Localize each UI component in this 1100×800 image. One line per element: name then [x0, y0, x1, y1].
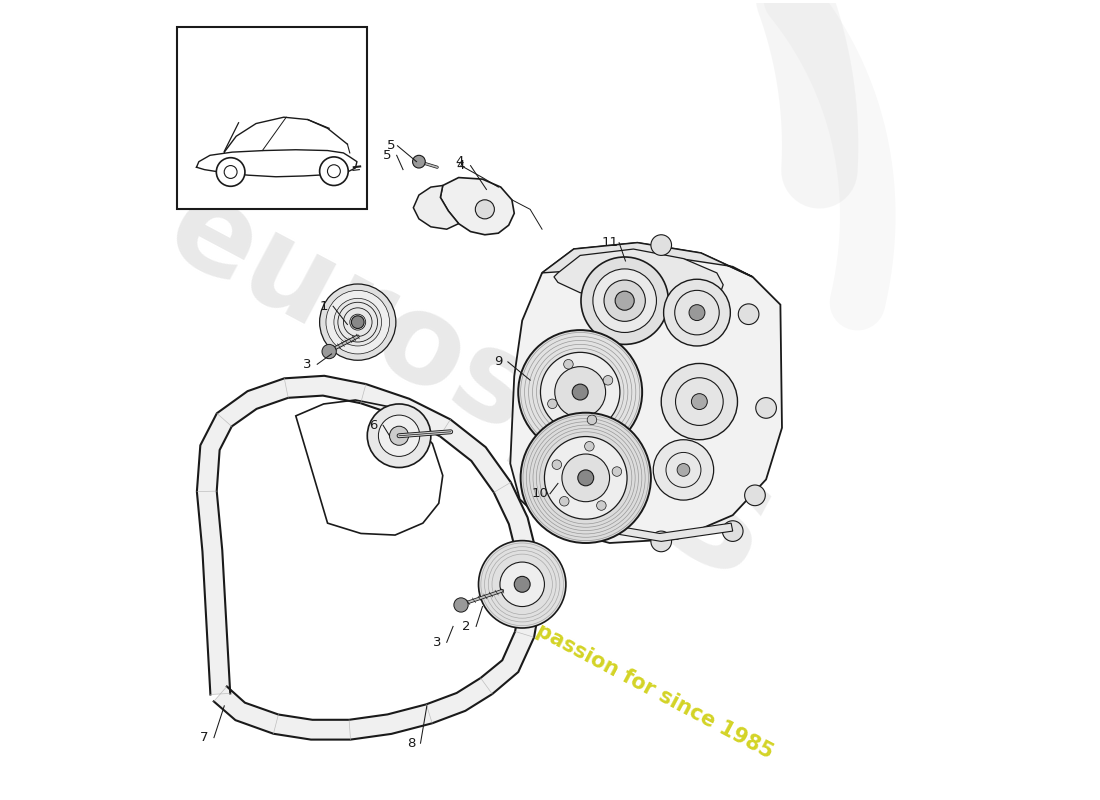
Circle shape: [515, 576, 530, 592]
Polygon shape: [414, 186, 459, 229]
Circle shape: [334, 298, 382, 346]
Polygon shape: [224, 117, 348, 152]
Circle shape: [475, 200, 494, 219]
Circle shape: [518, 330, 642, 454]
Circle shape: [560, 497, 569, 506]
Text: 2: 2: [462, 620, 471, 633]
Circle shape: [593, 269, 657, 333]
Circle shape: [572, 384, 588, 400]
Text: 3: 3: [433, 636, 441, 649]
Circle shape: [326, 290, 389, 354]
Text: 6: 6: [370, 419, 377, 432]
Polygon shape: [614, 523, 733, 542]
Circle shape: [653, 440, 714, 500]
Circle shape: [578, 470, 594, 486]
Circle shape: [651, 531, 671, 552]
Circle shape: [603, 375, 613, 385]
Text: 8: 8: [407, 737, 415, 750]
Text: 4: 4: [456, 159, 465, 172]
Circle shape: [596, 501, 606, 510]
Circle shape: [478, 541, 565, 628]
Circle shape: [548, 399, 557, 409]
Circle shape: [587, 415, 596, 425]
Polygon shape: [197, 376, 541, 739]
Circle shape: [663, 279, 730, 346]
Circle shape: [612, 466, 621, 476]
Text: 5: 5: [383, 149, 392, 162]
Text: 11: 11: [601, 236, 618, 250]
Polygon shape: [542, 242, 752, 277]
Circle shape: [454, 598, 469, 612]
Circle shape: [552, 460, 562, 470]
Circle shape: [500, 562, 544, 606]
Text: a passion for since 1985: a passion for since 1985: [514, 610, 777, 762]
Circle shape: [604, 280, 646, 322]
Circle shape: [389, 426, 408, 446]
Text: eurospar: eurospar: [147, 166, 761, 570]
Polygon shape: [440, 178, 515, 234]
Circle shape: [756, 398, 777, 418]
Circle shape: [378, 415, 420, 457]
Circle shape: [520, 413, 651, 543]
Circle shape: [412, 155, 426, 168]
Text: es: es: [537, 374, 801, 617]
Circle shape: [738, 304, 759, 325]
Text: 1: 1: [319, 300, 328, 313]
Circle shape: [615, 291, 635, 310]
Bar: [177, 26, 367, 210]
Circle shape: [689, 305, 705, 321]
Polygon shape: [554, 249, 723, 303]
Circle shape: [584, 442, 594, 451]
Circle shape: [320, 284, 396, 360]
Circle shape: [322, 344, 337, 358]
Text: 5: 5: [387, 139, 395, 152]
Circle shape: [678, 463, 690, 476]
Circle shape: [544, 437, 627, 519]
Circle shape: [540, 352, 620, 432]
Circle shape: [745, 485, 766, 506]
Circle shape: [554, 366, 606, 418]
Polygon shape: [510, 242, 782, 543]
Circle shape: [661, 363, 737, 440]
Polygon shape: [197, 150, 358, 177]
Circle shape: [320, 157, 349, 186]
Circle shape: [692, 394, 707, 410]
Circle shape: [562, 454, 609, 502]
Text: 9: 9: [494, 355, 503, 368]
Text: 4: 4: [455, 155, 463, 168]
Circle shape: [723, 521, 744, 542]
Circle shape: [367, 404, 431, 467]
Text: 3: 3: [304, 358, 312, 370]
Text: 7: 7: [200, 731, 209, 744]
Circle shape: [563, 359, 573, 369]
Polygon shape: [346, 313, 368, 330]
Text: 10: 10: [532, 487, 549, 500]
Circle shape: [581, 257, 669, 344]
Circle shape: [217, 158, 245, 186]
Circle shape: [351, 316, 364, 329]
Circle shape: [651, 234, 671, 255]
